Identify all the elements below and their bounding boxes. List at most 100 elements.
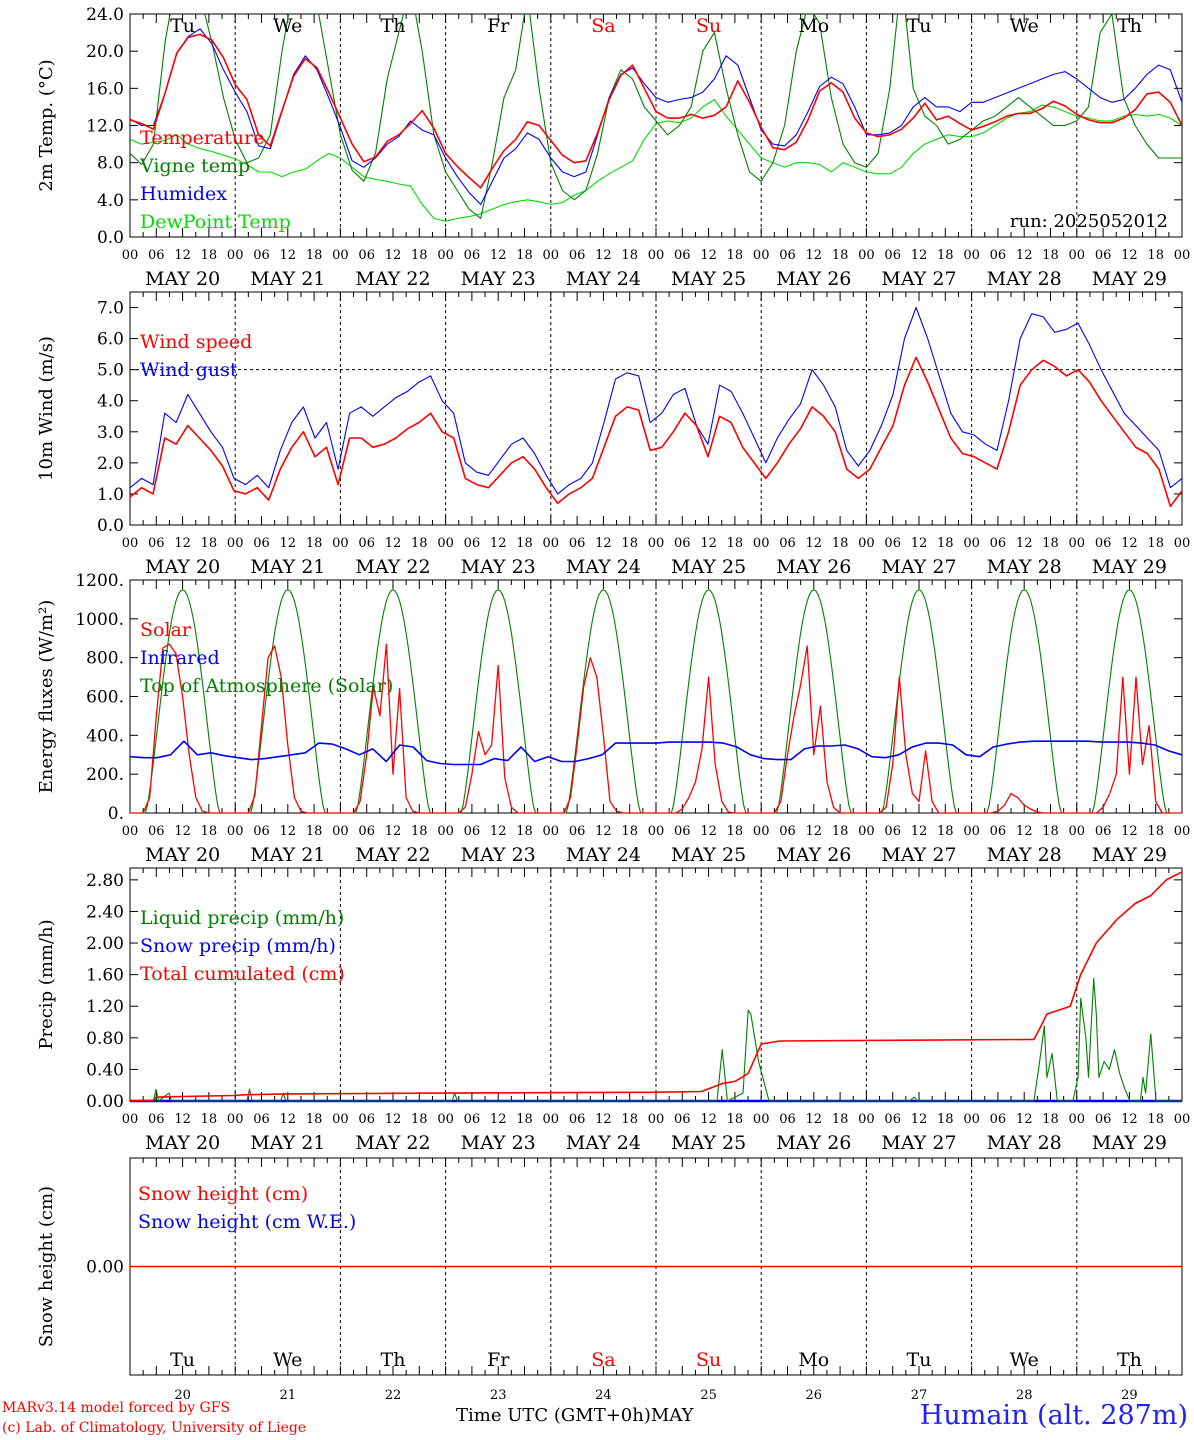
y-tick-label: 1000.	[75, 610, 124, 630]
legend-total-cumulated-cm: Total cumulated (cm)	[140, 963, 345, 985]
hour-tick-label: 00	[437, 536, 454, 551]
y-axis-label: Snow height (cm)	[36, 1186, 57, 1347]
date-label: MAY 20	[145, 1132, 220, 1154]
hour-tick-label: 12	[595, 248, 612, 263]
date-label: MAY 21	[250, 556, 325, 578]
y-tick-label: 0.00	[86, 1258, 124, 1278]
weekday-label: Sa	[591, 15, 615, 37]
hour-tick-label: 06	[569, 536, 586, 551]
hour-tick-label: 00	[1069, 536, 1086, 551]
panel-temperature: 0.0 4.0 8.0 12.0 16.0 20.0 24.0 2m Temp. (°C) 00…	[36, 5, 1190, 290]
date-label: MAY 24	[566, 556, 641, 578]
plot-frame	[129, 13, 1183, 238]
y-tick-label: 0.0	[97, 228, 124, 248]
hour-tick-label: 12	[595, 536, 612, 551]
hour-tick-label: 18	[937, 824, 954, 839]
series-liquid-precip	[152, 978, 1182, 1102]
y-tick-label: 2.00	[86, 934, 124, 954]
date-label: MAY 26	[776, 556, 851, 578]
y-tick-label: 400.	[86, 726, 124, 746]
weekday-label: Su	[696, 15, 721, 37]
weekday-label: We	[273, 1349, 302, 1371]
date-label: MAY 23	[461, 268, 536, 290]
hour-tick-label: 00	[227, 536, 244, 551]
date-label: MAY 26	[776, 268, 851, 290]
weekday-label: Fr	[487, 1349, 510, 1371]
weekday-label: Tu	[907, 1349, 932, 1371]
hour-tick-label: 12	[385, 536, 402, 551]
hour-tick-label: 18	[1147, 248, 1164, 263]
hour-tick-label: 06	[253, 248, 270, 263]
hour-tick-label: 18	[201, 248, 218, 263]
hour-tick-label: 18	[306, 1112, 323, 1127]
date-label: MAY 28	[987, 1132, 1062, 1154]
hour-tick-label: 06	[358, 1112, 375, 1127]
date-label: MAY 21	[250, 268, 325, 290]
hour-tick-label: 12	[385, 1112, 402, 1127]
hour-tick-label: 06	[148, 1112, 165, 1127]
date-label: MAY 29	[1092, 268, 1167, 290]
hour-tick-label: 18	[411, 248, 428, 263]
hour-tick-label: 18	[832, 536, 849, 551]
hour-tick-label: 12	[1121, 824, 1138, 839]
hour-tick-label: 06	[990, 248, 1007, 263]
hour-tick-label: 06	[358, 536, 375, 551]
hour-tick-label: 12	[595, 824, 612, 839]
legend-dewpoint-temp: DewPoint Temp	[140, 211, 291, 233]
hour-tick-label: 06	[674, 1112, 691, 1127]
hour-tick-label: 18	[201, 824, 218, 839]
panel-energy: 0. 200. 400. 600. 800. 1000. 1200. Energy fluxe…	[36, 571, 1190, 866]
hour-tick-label: 18	[306, 248, 323, 263]
hour-tick-label: 18	[1042, 1112, 1059, 1127]
hour-tick-label: 18	[411, 1112, 428, 1127]
weekday-label: Mo	[798, 1349, 829, 1371]
hour-tick-label: 06	[1095, 1112, 1112, 1127]
hour-tick-label: 18	[621, 1112, 638, 1127]
hour-tick-label: 00	[858, 248, 875, 263]
legend-liquid-precip-mm-h: Liquid precip (mm/h)	[140, 907, 344, 929]
hour-tick-label: 00	[122, 824, 139, 839]
day-number-label: 27	[911, 1388, 928, 1403]
series-humidex	[130, 28, 1182, 206]
hour-tick-label: 18	[727, 824, 744, 839]
hour-tick-label: 00	[332, 536, 349, 551]
date-label: MAY 24	[566, 268, 641, 290]
weekday-label: We	[273, 15, 302, 37]
hour-tick-label: 06	[569, 248, 586, 263]
hour-tick-label: 18	[937, 536, 954, 551]
legend-top-of-atmosphere-solar: Top of Atmosphere (Solar)	[140, 675, 393, 697]
day-number-label: 23	[490, 1388, 507, 1403]
hour-tick-label: 12	[174, 248, 191, 263]
y-tick-label: 16.0	[86, 79, 124, 99]
hour-tick-label: 00	[543, 536, 560, 551]
hour-tick-label: 12	[280, 824, 297, 839]
y-tick-label: 1.60	[86, 966, 124, 986]
weekday-label: Th	[381, 15, 406, 37]
legend-snow-precip-mm-h: Snow precip (mm/h)	[140, 935, 336, 957]
hour-tick-label: 06	[1095, 248, 1112, 263]
date-label: MAY 22	[355, 1132, 430, 1154]
weekday-label: Su	[696, 1349, 721, 1371]
hour-tick-label: 00	[543, 824, 560, 839]
day-number-label: 20	[174, 1388, 191, 1403]
hour-tick-label: 12	[174, 536, 191, 551]
hour-tick-label: 12	[806, 536, 823, 551]
date-label: MAY 23	[461, 556, 536, 578]
y-axis-label: Energy fluxes (W/m²)	[36, 600, 57, 794]
hour-tick-label: 06	[464, 824, 481, 839]
y-tick-label: 2.0	[97, 454, 124, 474]
date-label: MAY 20	[145, 844, 220, 866]
y-tick-label: 20.0	[86, 42, 124, 62]
hour-tick-label: 12	[1121, 248, 1138, 263]
hour-tick-label: 18	[621, 536, 638, 551]
hour-tick-label: 18	[516, 536, 533, 551]
y-axis-label: 2m Temp. (°C)	[36, 59, 57, 191]
run-label: run: 2025052012	[1010, 211, 1168, 232]
date-label: MAY 27	[881, 844, 956, 866]
legend-humidex: Humidex	[140, 183, 227, 205]
legend-wind-gust: Wind gust	[140, 359, 238, 381]
hour-tick-label: 06	[358, 824, 375, 839]
hour-tick-label: 00	[963, 824, 980, 839]
hour-tick-label: 18	[1147, 536, 1164, 551]
hour-tick-label: 06	[1095, 824, 1112, 839]
